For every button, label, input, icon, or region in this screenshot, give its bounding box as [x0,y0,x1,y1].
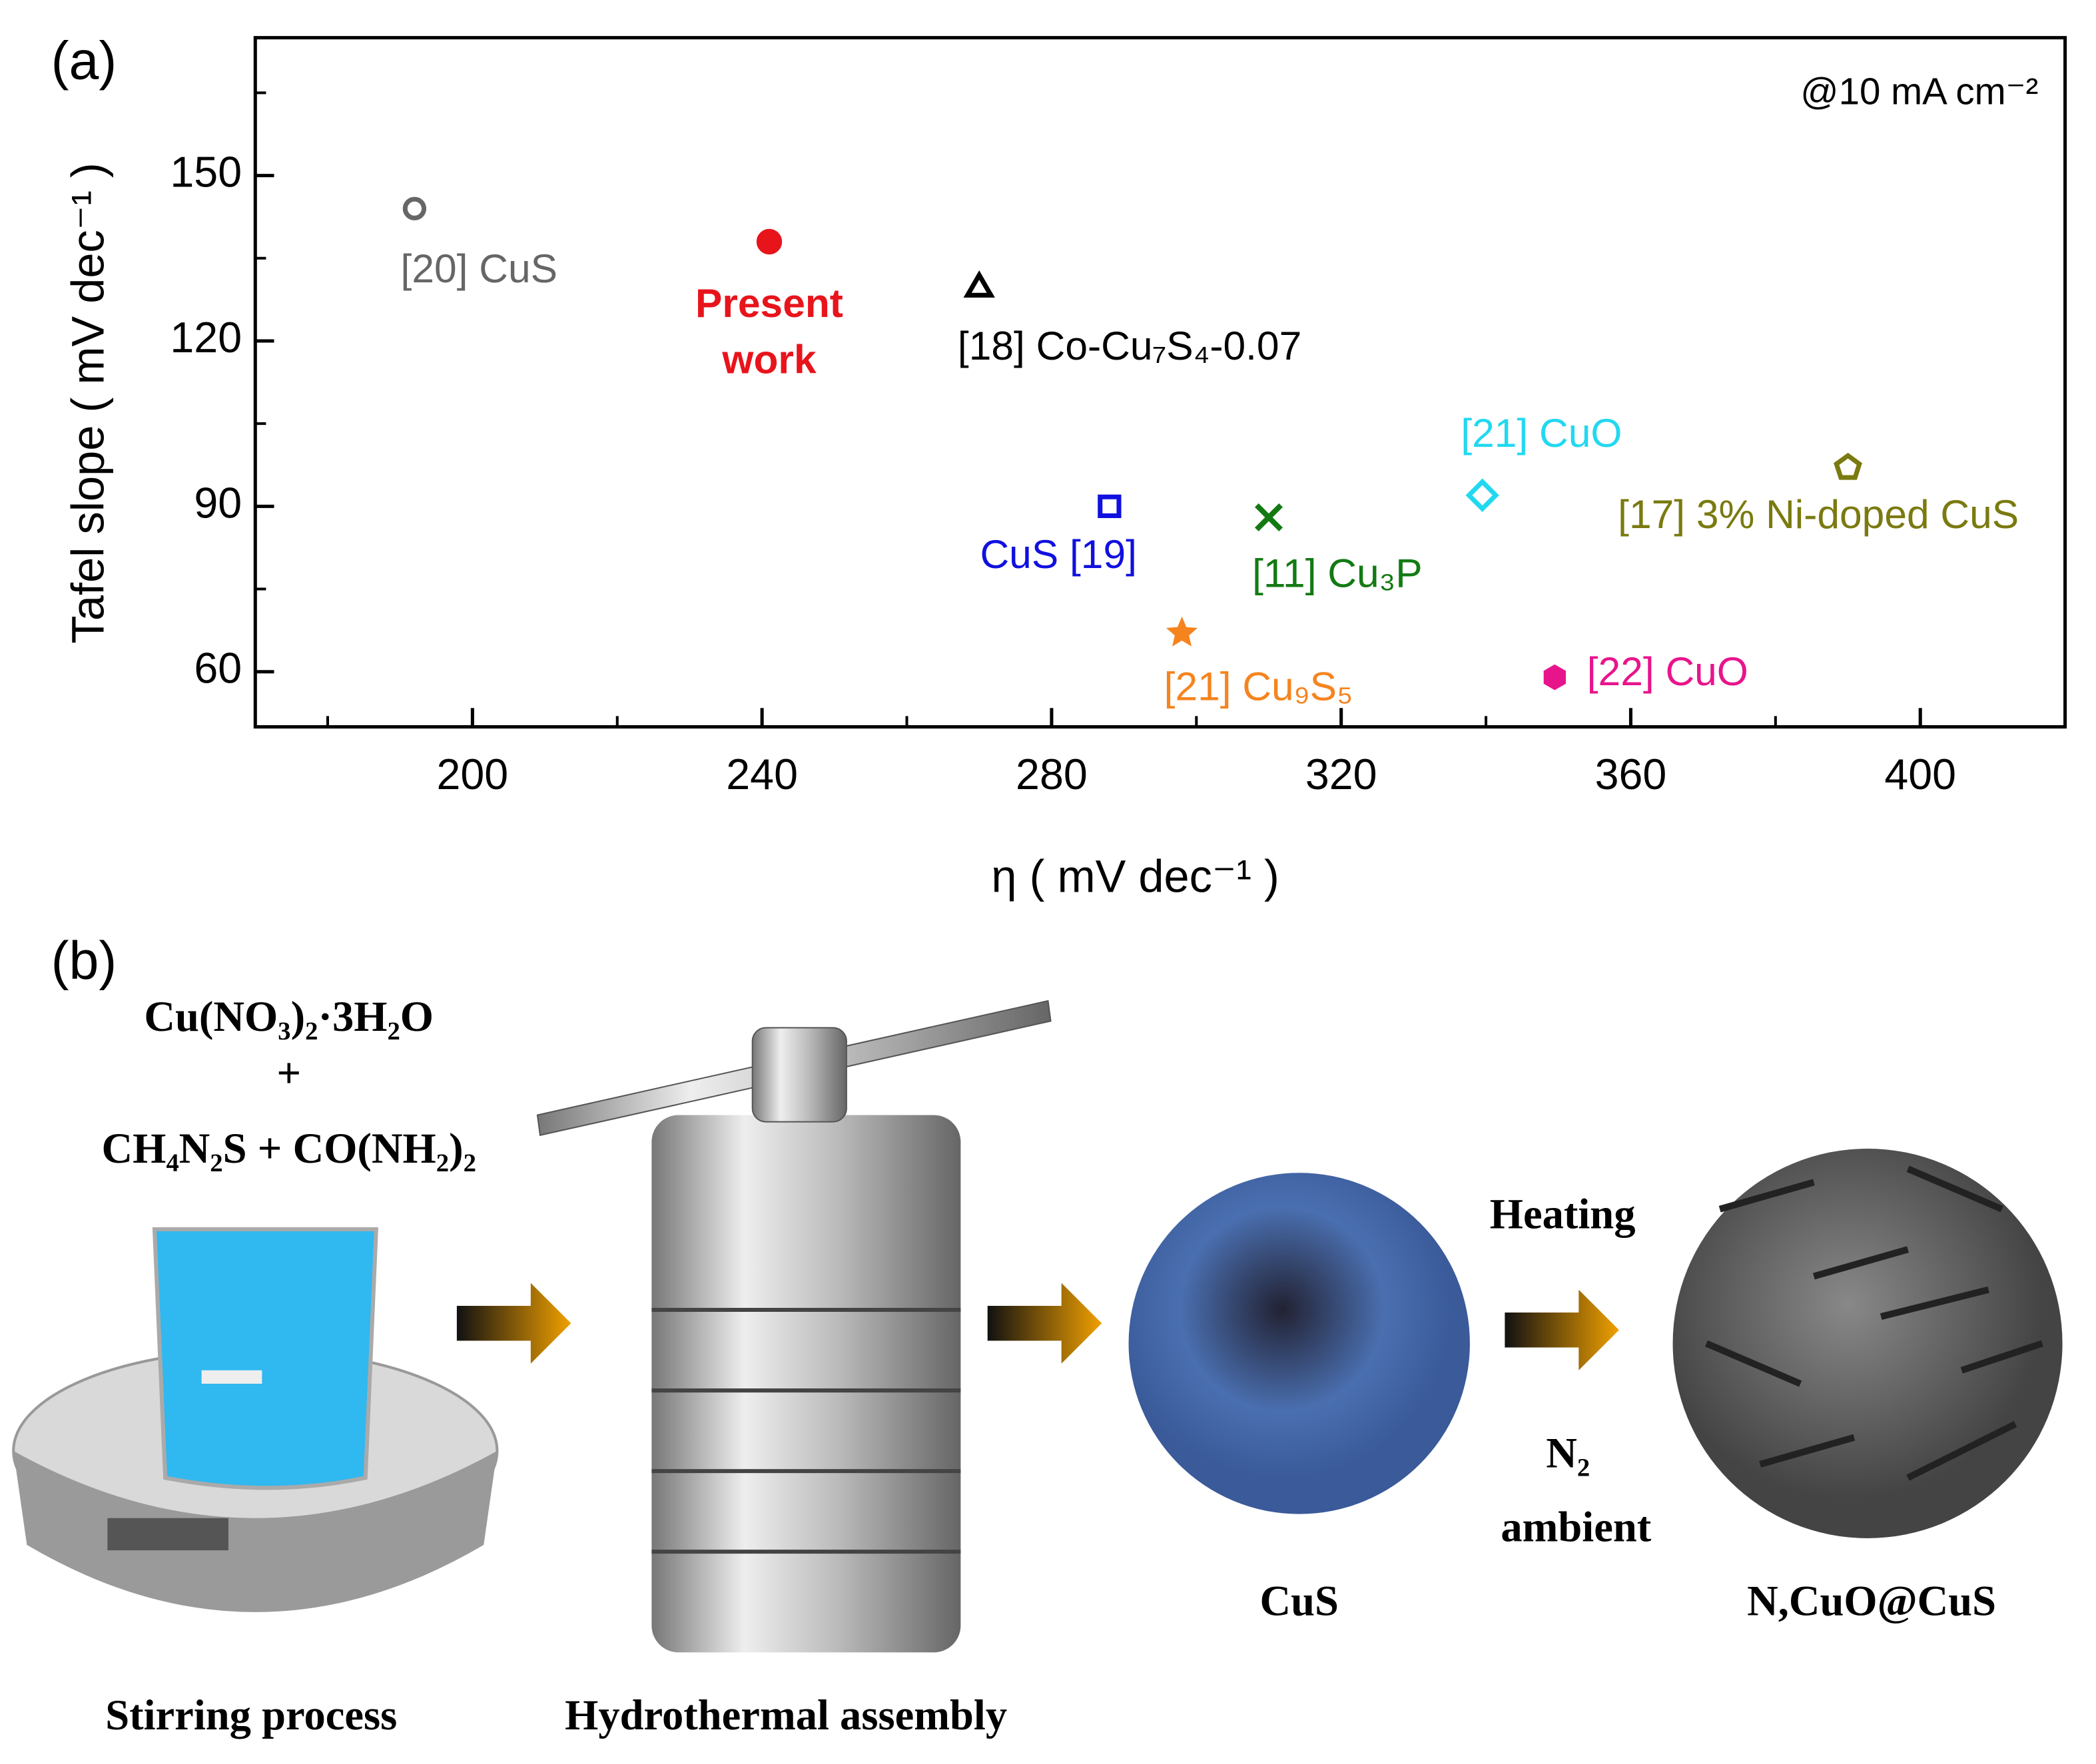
arrow [456,1283,571,1364]
point [1543,664,1566,691]
beaker-mark [201,1370,262,1384]
point [963,270,995,298]
x-tick-label: 240 [726,750,798,798]
y-axis-label: Tafel slope ( mV dec⁻¹ ) [62,162,113,643]
x-tick-label: 400 [1884,750,1956,798]
panel-label: (a) [51,31,117,91]
label-line: Present [695,280,843,326]
step-label: CuS [1260,1577,1339,1625]
point-label: [18] Co-Cu₇S₄-0.07 [958,323,1301,368]
point-label: [20] CuS [401,246,557,291]
reagent: + [276,1049,301,1097]
nanorods [1704,1165,2043,1481]
point-label: Present work [695,280,843,382]
y-tick-label: 120 [170,314,242,362]
point [1465,478,1499,512]
y-tick-label: 150 [170,148,242,196]
step-label: Hydrothermal assembly [565,1691,1007,1739]
cuo-cus-sphere [1672,1148,2063,1538]
point-label: [11] Cu₃P [1252,551,1423,596]
reagent: CH₄N₂S + CO(NH₂)₂ [102,1124,476,1173]
display [107,1518,228,1551]
x-tick-label: 200 [437,750,509,798]
scheme: (b) Cu(NO₃)₂·3H₂O + CH₄N₂S + CO(NH₂)₂ St… [12,931,2063,1739]
point [1098,494,1122,518]
step-label: N,CuO@CuS [1747,1577,1996,1625]
arrow [1505,1289,1619,1370]
autoclave-cap [751,1027,847,1123]
point-label: CuS [19] [980,531,1136,577]
panel-label: (b) [51,931,117,991]
condition: Heating [1490,1190,1636,1238]
beaker [152,1227,379,1490]
point [402,196,427,220]
point-label: [21] CuO [1461,410,1622,455]
autoclave-rings [651,1307,961,1554]
cus-sphere [1128,1173,1470,1514]
x-axis-label: η ( mV dec⁻¹ ) [991,851,1279,902]
x-tick-label: 320 [1305,750,1377,798]
annotation: @10 mA cm⁻² [1800,70,2038,112]
point-label: [17] 3% Ni-doped CuS [1618,491,2019,537]
reagent: Cu(NO₃)₂·3H₂O [144,992,434,1041]
point [1254,503,1283,531]
label-line: work [721,336,817,382]
point-label: [22] CuO [1587,649,1748,694]
point [1834,452,1862,480]
autoclave [651,1115,961,1653]
plot-frame [253,36,2067,729]
y-tick-label: 90 [194,479,242,527]
stirring-plate-side [13,1450,498,1612]
point [1166,616,1198,647]
y-tick-label: 60 [194,645,242,693]
step-label: Stirring process [105,1691,397,1739]
x-tick-label: 280 [1016,750,1088,798]
arrow [987,1283,1102,1364]
point [756,228,783,255]
point-label: [21] Cu₉S₅ [1164,663,1353,709]
x-tick-label: 360 [1595,750,1667,798]
condition: N₂ [1546,1429,1590,1477]
condition: ambient [1501,1503,1651,1551]
